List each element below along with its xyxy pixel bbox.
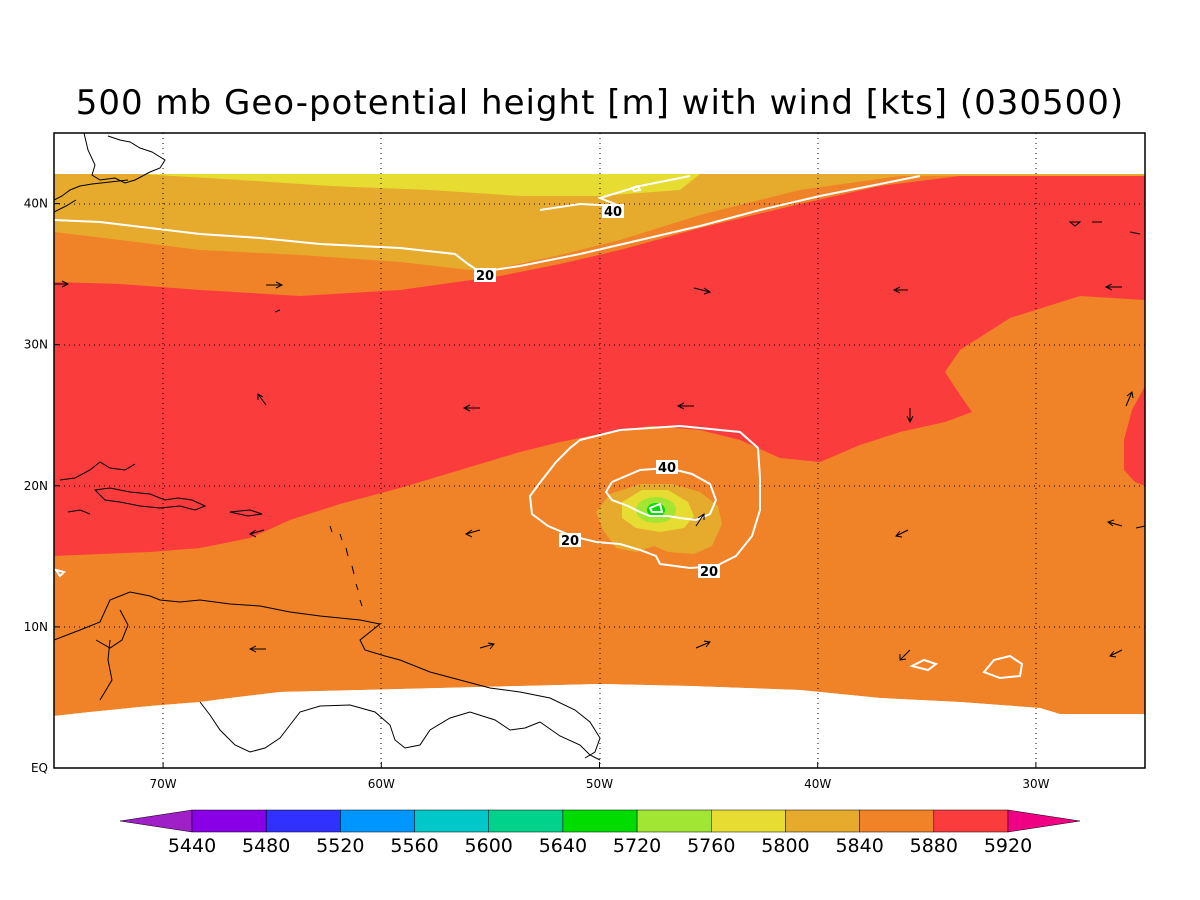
height-band-5800 — [140, 174, 700, 196]
svg-text:20: 20 — [700, 565, 718, 580]
lat-tick-label: EQ — [31, 761, 48, 775]
colorbar-segment — [933, 809, 1009, 833]
svg-text:20: 20 — [476, 269, 494, 284]
contour-east-loop-2 — [982, 654, 1024, 680]
contour-labels: 40 20 40 20 20 — [474, 204, 720, 580]
contour-label-20-cyclone-south: 20 — [698, 564, 720, 580]
colorbar-label: 5640 — [539, 835, 587, 857]
colorbar-label: 5600 — [465, 835, 513, 857]
colorbar-label: 5520 — [316, 835, 364, 857]
lon-tick-label: 50W — [586, 777, 613, 791]
colorbar-low-extension — [119, 809, 193, 833]
map-title: 500 mb Geo-potential height [m] with win… — [76, 83, 1124, 123]
contour-label-40-cyclone: 40 — [656, 460, 678, 476]
colorbar-label: 5880 — [910, 835, 958, 857]
contour-east-loop-1 — [909, 658, 939, 672]
plot-area: 40 20 40 20 20 — [54, 133, 1145, 768]
wind-vectors — [54, 280, 1145, 661]
contour-40-north — [539, 175, 691, 211]
missing-data-region — [54, 684, 1145, 768]
colorbar-segment — [636, 809, 712, 833]
lat-tick-label: 10N — [24, 620, 48, 634]
height-band-5920-east — [1124, 386, 1145, 486]
colorbar-label: 5720 — [613, 835, 661, 857]
height-band-5840 — [54, 174, 1145, 270]
colorbar-segment — [488, 809, 564, 833]
contour-40-north-loop — [630, 184, 642, 193]
colorbar-segment — [785, 809, 860, 833]
contour-20-outer — [528, 424, 761, 570]
colorbar-segment — [265, 809, 341, 833]
svg-text:40: 40 — [604, 205, 622, 220]
height-band-5920 — [54, 176, 1145, 556]
colorbar-segment — [191, 809, 267, 833]
colorbar-segment — [340, 809, 415, 833]
lat-tick-label: 20N — [24, 479, 48, 493]
coastlines — [54, 133, 1141, 761]
colorbar-label: 5840 — [835, 835, 883, 857]
latitude-axis: EQ 10N 20N 30N 40N — [24, 197, 60, 775]
colorbar-label: 5480 — [242, 835, 290, 857]
longitude-axis: 70W 60W 50W 40W 30W — [150, 762, 1050, 791]
colorbar: 5440 5480 5520 5560 5600 5640 5720 5760 5800 5840… — [119, 809, 1081, 857]
colorbar-label: 5760 — [687, 835, 735, 857]
colorbar-segment — [859, 809, 935, 833]
colorbar-segment — [414, 809, 489, 833]
colorbar-label: 5440 — [168, 835, 216, 857]
svg-text:40: 40 — [658, 461, 676, 476]
lon-tick-label: 60W — [368, 777, 395, 791]
svg-text:20: 20 — [561, 534, 579, 549]
colorbar-label: 5560 — [390, 835, 438, 857]
lon-tick-label: 40W — [804, 777, 831, 791]
colorbar-label: 5800 — [761, 835, 809, 857]
contour-label-40-north: 40 — [602, 204, 624, 220]
contour-center-loop — [648, 502, 664, 513]
lon-tick-label: 30W — [1022, 777, 1049, 791]
contour-west-loop — [54, 568, 66, 578]
colorbar-label: 5920 — [984, 835, 1032, 857]
contour-40-inner — [604, 466, 718, 522]
contour-label-20-north: 20 — [474, 268, 496, 284]
lat-tick-label: 40N — [24, 197, 48, 211]
lon-tick-label: 70W — [150, 777, 177, 791]
contour-label-20-cyclone-west: 20 — [559, 533, 581, 549]
lat-tick-label: 30N — [24, 338, 48, 352]
colorbar-segment — [562, 809, 638, 833]
colorbar-segment — [711, 809, 786, 833]
colorbar-high-extension — [1007, 809, 1081, 833]
